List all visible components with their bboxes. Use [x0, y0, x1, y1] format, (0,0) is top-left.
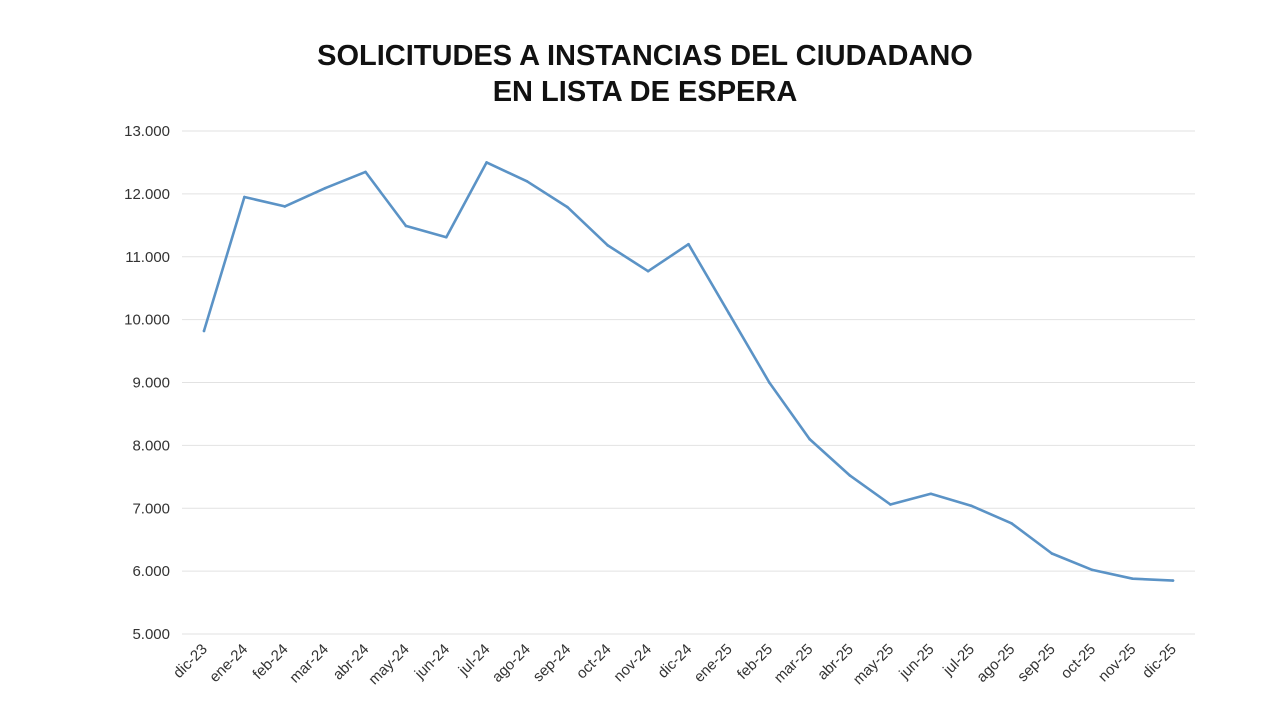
data-point	[485, 161, 488, 164]
gridlines	[182, 130, 1195, 635]
x-tick-label: may-25	[850, 641, 897, 688]
data-point	[364, 170, 367, 174]
series-line	[202, 161, 1175, 582]
y-tick-label: 11.000	[125, 249, 170, 266]
x-tick-label: jun-25	[895, 641, 937, 683]
data-point	[1131, 577, 1134, 580]
x-tick-label: nov-24	[610, 641, 654, 685]
data-point	[525, 180, 529, 183]
x-tick-label: jun-24	[411, 641, 453, 683]
chart-title-line-2: EN LISTA DE ESPERA	[492, 76, 798, 108]
x-tick-label: ago-24	[489, 641, 534, 686]
x-tick-label: feb-25	[734, 641, 776, 683]
x-tick-label: ene-25	[691, 641, 736, 686]
y-tick-label: 9.000	[132, 375, 170, 392]
data-point	[969, 504, 973, 508]
data-point	[1050, 552, 1054, 555]
x-tick-label: feb-24	[249, 641, 291, 683]
data-point	[283, 205, 287, 208]
data-point	[1171, 579, 1175, 582]
data-point	[727, 312, 731, 315]
data-point	[1090, 568, 1094, 572]
x-axis-tick-labels: dic-23ene-24feb-24mar-24abr-24may-24jun-…	[170, 641, 1180, 688]
x-tick-label: oct-24	[573, 641, 615, 683]
chart-title-line-1: SOLICITUDES A INSTANCIAS DEL CIUDADANO	[317, 40, 973, 72]
data-point	[444, 235, 448, 239]
data-point	[889, 503, 892, 506]
data-point	[848, 474, 852, 477]
x-tick-label: ene-24	[206, 641, 251, 686]
x-tick-label: sep-24	[530, 641, 574, 685]
data-point	[1010, 522, 1013, 525]
x-tick-label: nov-25	[1095, 641, 1139, 685]
y-tick-label: 13.000	[124, 123, 170, 140]
x-tick-label: sep-25	[1014, 641, 1058, 685]
data-point	[767, 381, 771, 384]
series-layer	[202, 161, 1175, 582]
y-tick-label: 12.000	[124, 186, 170, 203]
x-tick-label: dic-24	[654, 641, 695, 682]
y-axis-tick-labels: 5.000 6.000 7.000 8.000 9.000 10.000 11.000 12.…	[124, 123, 170, 643]
y-tick-label: 5.000	[132, 626, 170, 643]
data-point	[929, 492, 933, 496]
x-tick-label: oct-25	[1058, 641, 1100, 683]
x-tick-label: mar-24	[286, 641, 332, 687]
x-tick-label: may-24	[365, 641, 412, 688]
data-point	[808, 437, 811, 441]
data-point	[687, 242, 690, 246]
data-point	[243, 195, 246, 199]
data-point	[202, 329, 206, 333]
y-tick-label: 8.000	[132, 437, 170, 454]
data-point	[566, 205, 569, 209]
y-tick-label: 10.000	[124, 312, 170, 329]
x-tick-label: mar-25	[771, 641, 817, 687]
x-tick-label: dic-23	[170, 641, 211, 682]
x-tick-label: dic-25	[1139, 641, 1180, 682]
x-tick-label: ago-25	[973, 641, 1018, 686]
data-point	[323, 186, 327, 190]
data-point	[646, 269, 650, 273]
data-point	[404, 224, 408, 228]
y-tick-label: 7.000	[132, 500, 170, 517]
y-tick-label: 6.000	[132, 563, 170, 580]
data-point	[606, 244, 610, 247]
